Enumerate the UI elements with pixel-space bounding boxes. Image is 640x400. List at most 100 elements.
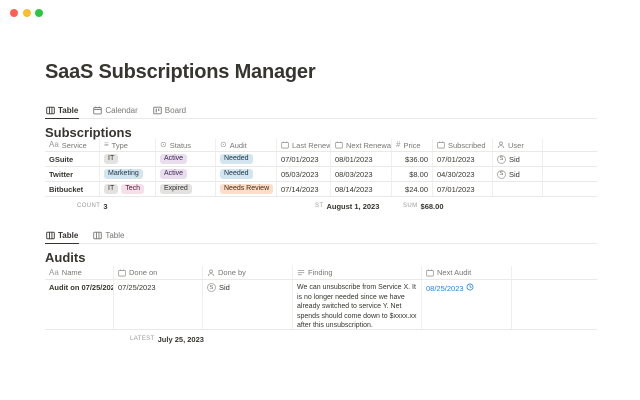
cell-user[interactable]: S Sid bbox=[493, 152, 543, 166]
column-header-audit[interactable]: ⊙ Audit bbox=[216, 139, 277, 151]
cell-next-renewal[interactable]: 08/14/2023 bbox=[331, 182, 392, 196]
tab-table[interactable]: Table bbox=[45, 103, 80, 119]
text-icon: Aa bbox=[49, 267, 59, 277]
cell-done-on[interactable]: 07/25/2023 bbox=[114, 280, 203, 329]
audits-view-tabs: Table Table bbox=[45, 228, 597, 244]
subscriptions-heading[interactable]: Subscriptions bbox=[45, 125, 132, 140]
cell-empty[interactable] bbox=[543, 182, 597, 196]
calendar-icon bbox=[437, 141, 445, 149]
column-header-empty[interactable] bbox=[543, 139, 597, 151]
tab-label: Table bbox=[58, 106, 79, 115]
reminder-clock-icon bbox=[466, 283, 474, 293]
calendar-icon bbox=[281, 141, 289, 149]
cell-empty[interactable] bbox=[543, 167, 597, 181]
cell-next-renewal[interactable]: 08/01/2023 bbox=[331, 152, 392, 166]
close-window-button[interactable] bbox=[10, 9, 18, 17]
cell-status[interactable]: Expired bbox=[156, 182, 216, 196]
cell-name[interactable]: Audit on 07/25/2023 bbox=[45, 280, 114, 329]
tab-board[interactable]: Board bbox=[152, 103, 187, 119]
tag: Needs Review bbox=[220, 183, 274, 195]
tag: Active bbox=[160, 153, 188, 165]
table-row: GSuite IT Active Needed 07/01/2023 08/01… bbox=[45, 152, 597, 167]
cell-audit[interactable]: Needed bbox=[216, 167, 277, 181]
cell-empty[interactable] bbox=[543, 152, 597, 166]
cell-price[interactable]: $36.00 bbox=[392, 152, 433, 166]
cell-subscribed[interactable]: 04/30/2023 bbox=[433, 167, 493, 181]
avatar: S bbox=[497, 154, 506, 164]
tab-label: Calendar bbox=[105, 106, 138, 115]
column-header-status[interactable]: ⊙ Status bbox=[156, 139, 216, 151]
minimize-window-button[interactable] bbox=[22, 9, 31, 17]
audits-header-row: Aa Name Done on Done by Finding Next Audi… bbox=[45, 266, 597, 280]
cell-subscribed[interactable]: 07/01/2023 bbox=[433, 182, 493, 196]
column-header-last-renewal[interactable]: Last Renewal bbox=[277, 139, 331, 151]
column-header-user[interactable]: User bbox=[493, 139, 543, 151]
person-icon bbox=[497, 141, 505, 149]
hash-icon: # bbox=[396, 140, 401, 149]
tag: IT bbox=[104, 153, 119, 165]
page-title[interactable]: SaaS Subscriptions Manager bbox=[45, 61, 316, 83]
cell-next-audit[interactable]: 08/25/2023 bbox=[422, 280, 512, 329]
column-header-type[interactable]: ≡ Type bbox=[100, 139, 156, 151]
audits-heading[interactable]: Audits bbox=[45, 250, 86, 265]
calc-latest-date[interactable]: LATEST July 25, 2023 bbox=[130, 334, 204, 344]
cell-audit[interactable]: Needed bbox=[216, 152, 277, 166]
subscriptions-header-row: Aa Service ≡ Type ⊙ Status ⊙ Audit Last Rene… bbox=[45, 139, 597, 152]
table-row: Twitter Marketing Active Needed 05/03/20… bbox=[45, 167, 597, 182]
cell-empty[interactable] bbox=[512, 280, 597, 329]
cell-finding[interactable]: We can unsubscribe from Service X. It is… bbox=[293, 280, 422, 329]
cell-last-renewal[interactable]: 05/03/2023 bbox=[277, 167, 331, 181]
cell-price[interactable]: $8.00 bbox=[392, 167, 433, 181]
window-controls bbox=[10, 9, 43, 17]
cell-type[interactable]: Marketing bbox=[100, 167, 156, 181]
cell-service[interactable]: Twitter bbox=[45, 167, 100, 181]
cell-type[interactable]: IT bbox=[100, 152, 156, 166]
cell-next-renewal[interactable]: 08/03/2023 bbox=[331, 167, 392, 181]
table-icon bbox=[46, 231, 55, 240]
calendar-icon bbox=[118, 268, 126, 277]
tag: IT bbox=[104, 183, 119, 195]
select-icon: ⊙ bbox=[160, 140, 167, 149]
cell-status[interactable]: Active bbox=[156, 152, 216, 166]
column-header-price[interactable]: # Price bbox=[392, 139, 433, 151]
cell-status[interactable]: Active bbox=[156, 167, 216, 181]
cell-service[interactable]: Bitbucket bbox=[45, 182, 100, 196]
calc-count[interactable]: COUNT 3 bbox=[77, 201, 108, 211]
column-header-subscribed[interactable]: Subscribed bbox=[433, 139, 493, 151]
column-header-done-on[interactable]: Done on bbox=[114, 266, 203, 279]
tag: Active bbox=[160, 168, 188, 180]
column-header-next-audit[interactable]: Next Audit bbox=[422, 266, 512, 279]
column-header-done-by[interactable]: Done by bbox=[203, 266, 293, 279]
cell-user[interactable]: S Sid bbox=[493, 167, 543, 181]
calendar-icon bbox=[93, 106, 103, 115]
column-header-empty[interactable] bbox=[512, 266, 597, 279]
tag: Needed bbox=[220, 153, 253, 165]
cell-last-renewal[interactable]: 07/14/2023 bbox=[277, 182, 331, 196]
cell-last-renewal[interactable]: 07/01/2023 bbox=[277, 152, 331, 166]
cell-type[interactable]: IT Tech bbox=[100, 182, 156, 196]
avatar: S bbox=[497, 169, 506, 179]
tab-label: Table bbox=[58, 231, 79, 240]
table-row: Bitbucket IT Tech Expired Needs Review 07… bbox=[45, 182, 597, 197]
column-header-name[interactable]: Aa Name bbox=[45, 266, 114, 279]
calendar-icon bbox=[335, 141, 343, 149]
tab-table-active[interactable]: Table bbox=[45, 228, 80, 244]
column-header-service[interactable]: Aa Service bbox=[45, 139, 100, 151]
calendar-icon bbox=[426, 268, 434, 277]
paragraph-icon bbox=[297, 269, 305, 277]
cell-done-by[interactable]: S Sid bbox=[203, 280, 293, 329]
tag: Expired bbox=[160, 183, 192, 195]
tab-table-secondary[interactable]: Table bbox=[92, 228, 125, 244]
calc-sum[interactable]: SUM $68.00 bbox=[403, 201, 444, 211]
cell-price[interactable]: $24.00 bbox=[392, 182, 433, 196]
column-header-next-renewal[interactable]: Next Renewal bbox=[331, 139, 392, 151]
cell-subscribed[interactable]: 07/01/2023 bbox=[433, 152, 493, 166]
cell-user[interactable] bbox=[493, 182, 543, 196]
cell-service[interactable]: GSuite bbox=[45, 152, 100, 166]
cell-audit[interactable]: Needs Review bbox=[216, 182, 277, 196]
maximize-window-button[interactable] bbox=[35, 9, 43, 17]
column-header-finding[interactable]: Finding bbox=[293, 266, 422, 279]
tab-calendar[interactable]: Calendar bbox=[92, 103, 138, 119]
calc-earliest-date[interactable]: ST August 1, 2023 bbox=[315, 201, 380, 211]
